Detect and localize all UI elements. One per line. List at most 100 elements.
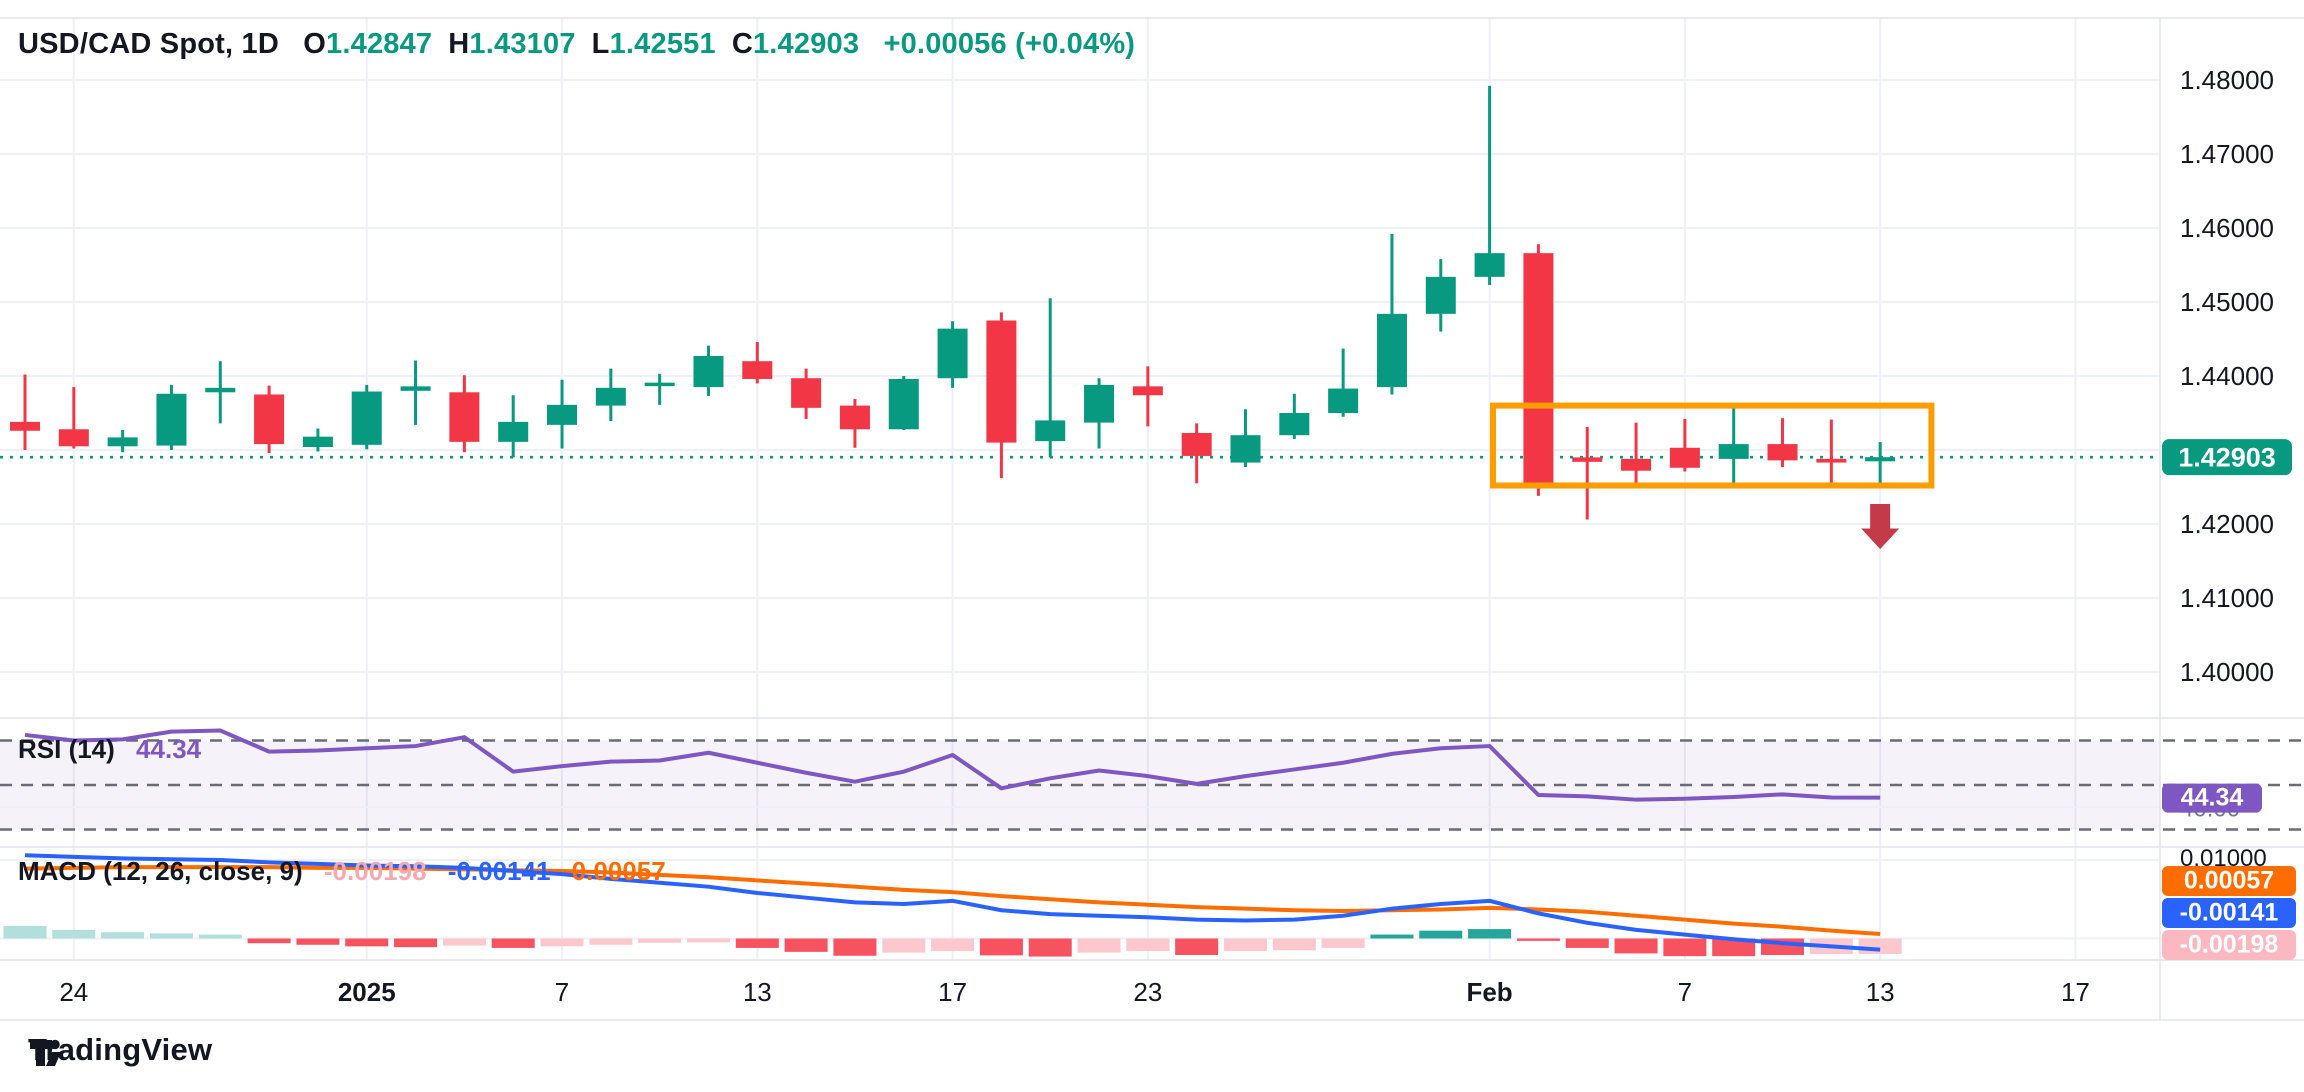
candle-body bbox=[498, 421, 529, 442]
candle-body bbox=[595, 387, 626, 406]
candle-body bbox=[205, 387, 236, 393]
macd-histogram-bar bbox=[442, 938, 486, 946]
macd-histogram-bar bbox=[1565, 938, 1609, 948]
candle-body bbox=[986, 320, 1017, 443]
ohlc-field-value: 1.42847 bbox=[326, 28, 433, 60]
time-axis-label: 23 bbox=[1133, 977, 1162, 1007]
price-axis-tick: 1.41000 bbox=[2180, 583, 2274, 613]
macd-histogram-bar bbox=[1858, 938, 1902, 955]
macd-histogram-bar bbox=[1712, 938, 1756, 957]
ohlc-values: O1.42847 H1.43107 L1.42551 C1.42903 bbox=[287, 28, 859, 60]
candle-body bbox=[547, 404, 578, 425]
macd-histogram-bar bbox=[491, 938, 535, 948]
macd-histogram-bar bbox=[1663, 938, 1707, 957]
tradingview-logo[interactable]: TradingView bbox=[28, 1032, 212, 1068]
macd-legend: MACD (12, 26, close, 9) -0.00198 -0.0014… bbox=[18, 856, 666, 887]
candle-body bbox=[1181, 432, 1212, 456]
down-arrow-annotation[interactable] bbox=[1861, 504, 1900, 550]
last-price-badge bbox=[2162, 439, 2292, 476]
price-axis-tick: 1.40000 bbox=[2180, 657, 2274, 687]
macd-histogram-bar bbox=[1077, 938, 1121, 953]
candle-body bbox=[302, 436, 333, 448]
macd-histogram-bar bbox=[638, 938, 682, 943]
candle-body bbox=[107, 437, 138, 447]
ohlc-field-value: 1.42903 bbox=[752, 28, 860, 60]
macd-histogram-bar bbox=[149, 933, 193, 939]
symbol-header: USD/CAD Spot, 1D O1.42847 H1.43107 L1.4255… bbox=[18, 28, 1135, 61]
candle-body bbox=[10, 421, 40, 431]
macd-histogram-bar bbox=[1321, 938, 1365, 948]
macd-histogram-bar bbox=[52, 929, 96, 939]
time-axis-label: Feb bbox=[1466, 977, 1512, 1007]
time-axis-label: 13 bbox=[743, 977, 772, 1007]
ohlc-field-value: 1.43107 bbox=[469, 28, 576, 60]
candle-body bbox=[351, 391, 382, 445]
macd-histogram-bar bbox=[589, 938, 633, 945]
macd-histogram-bar bbox=[1126, 938, 1170, 952]
rsi-legend-label[interactable]: RSI (14) bbox=[18, 734, 115, 764]
last-price-badge-text: 1.42903 bbox=[2178, 443, 2276, 473]
time-axis-label: 24 bbox=[59, 977, 88, 1007]
ohlc-field-label: H bbox=[448, 28, 470, 60]
macd-histogram-bar bbox=[1614, 938, 1658, 954]
tradingview-logo-text: TradingView bbox=[28, 1032, 213, 1067]
candle-body bbox=[1425, 276, 1456, 314]
candle-body bbox=[1523, 253, 1554, 486]
candle-body bbox=[937, 328, 968, 379]
price-axis-tick: 1.47000 bbox=[2180, 139, 2274, 169]
candle-body bbox=[839, 405, 870, 430]
candle-body bbox=[58, 429, 89, 447]
macd-histogram-bar bbox=[1516, 938, 1560, 941]
macd-histogram-bar bbox=[784, 938, 828, 952]
candle-body bbox=[1816, 458, 1847, 463]
ohlc-field-label: O bbox=[303, 28, 327, 60]
macd-histogram-bar bbox=[394, 938, 438, 948]
symbol-title[interactable]: USD/CAD Spot, 1D bbox=[18, 28, 279, 60]
candle-body bbox=[400, 386, 431, 391]
macd-histogram-bar bbox=[735, 938, 779, 948]
candle-body bbox=[254, 394, 285, 445]
macd-histogram-bar bbox=[101, 932, 145, 939]
macd-legend-signal-value: 0.00057 bbox=[571, 856, 666, 886]
candle-body bbox=[1328, 388, 1359, 413]
candle-body bbox=[1621, 458, 1652, 471]
macd-value-badge bbox=[2162, 866, 2296, 896]
macd-histogram-bar bbox=[247, 938, 291, 944]
macd-histogram-bar bbox=[198, 934, 242, 939]
macd-line bbox=[24, 853, 1881, 952]
macd-legend-label[interactable]: MACD (12, 26, close, 9) bbox=[18, 856, 303, 886]
candle-body bbox=[1084, 384, 1115, 423]
candle-body bbox=[1279, 413, 1310, 436]
macd-histogram-bar bbox=[296, 938, 340, 945]
price-axis-tick: 1.48000 bbox=[2180, 65, 2274, 95]
macd-histogram-bar bbox=[1175, 938, 1219, 955]
candle-body bbox=[1230, 435, 1261, 463]
time-axis-label: 2025 bbox=[338, 977, 396, 1007]
macd-value-badge-text: -0.00198 bbox=[2180, 931, 2279, 959]
candle-body bbox=[1376, 313, 1407, 388]
time-axis-label: 13 bbox=[1866, 977, 1895, 1007]
price-axis-tick: 1.45000 bbox=[2180, 287, 2274, 317]
rsi-legend: RSI (14) 44.34 bbox=[18, 734, 201, 765]
macd-legend-macd-value: -0.00141 bbox=[447, 856, 551, 886]
rsi-line bbox=[24, 728, 1881, 802]
macd-histogram-bar bbox=[1468, 929, 1512, 939]
price-axis-tick: 1.42000 bbox=[2180, 509, 2274, 539]
macd-signal-line bbox=[24, 865, 1881, 937]
ohlc-field-value: 1.42551 bbox=[609, 28, 716, 60]
candle-body bbox=[156, 393, 187, 446]
macd-histogram-bar bbox=[3, 925, 47, 939]
highlight-box-annotation[interactable] bbox=[1490, 402, 1935, 489]
candle-body bbox=[1669, 447, 1700, 468]
candle-body bbox=[1718, 444, 1749, 459]
candle-body bbox=[1035, 420, 1066, 442]
macd-histogram-bar bbox=[1370, 934, 1414, 939]
candle-body bbox=[1767, 444, 1798, 461]
macd-histogram-bar bbox=[833, 938, 877, 956]
ohlc-field-label: C bbox=[731, 28, 753, 60]
macd-histogram-bar bbox=[1272, 938, 1316, 951]
macd-value-badge bbox=[2162, 930, 2296, 960]
rsi-value-badge-text: 44.34 bbox=[2181, 784, 2244, 812]
macd-value-badge-text: 0.00057 bbox=[2184, 867, 2274, 895]
